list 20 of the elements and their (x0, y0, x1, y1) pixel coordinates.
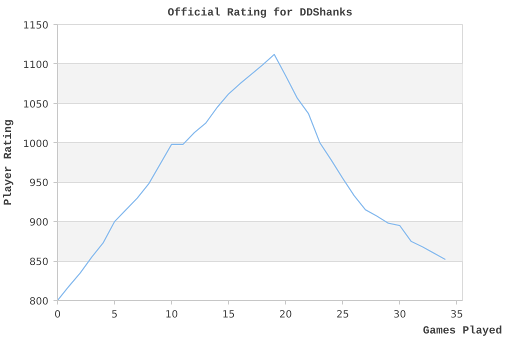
x-tick-label: 0 (54, 310, 61, 320)
y-tick-label: 1050 (23, 99, 49, 110)
x-tick-label: 25 (336, 310, 350, 320)
line-series (58, 54, 446, 300)
y-tick-label: 950 (29, 178, 49, 190)
y-tick-label: 1000 (23, 138, 49, 150)
y-tick-label: 900 (29, 218, 49, 229)
y-axis-title: Player Rating (3, 120, 16, 206)
y-tick-label: 800 (29, 296, 49, 308)
x-tick-label: 10 (165, 310, 178, 320)
x-tick-label: 15 (222, 310, 235, 320)
y-tick-label: 1150 (23, 20, 49, 32)
x-tick-label: 5 (111, 310, 118, 320)
y-tick-label: 1100 (23, 60, 49, 71)
x-axis-title: Games Played (422, 326, 502, 338)
x-tick-label: 20 (279, 310, 292, 320)
x-tick-label: 30 (393, 310, 406, 320)
x-tick-label: 35 (450, 310, 464, 320)
y-tick-label: 850 (29, 257, 49, 268)
chart-title: Official Rating for DDShanks (168, 6, 352, 20)
